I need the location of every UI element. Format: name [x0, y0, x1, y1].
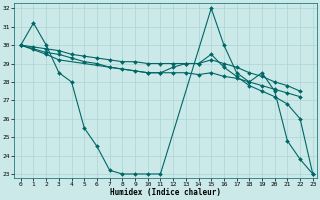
X-axis label: Humidex (Indice chaleur): Humidex (Indice chaleur) — [110, 188, 221, 197]
